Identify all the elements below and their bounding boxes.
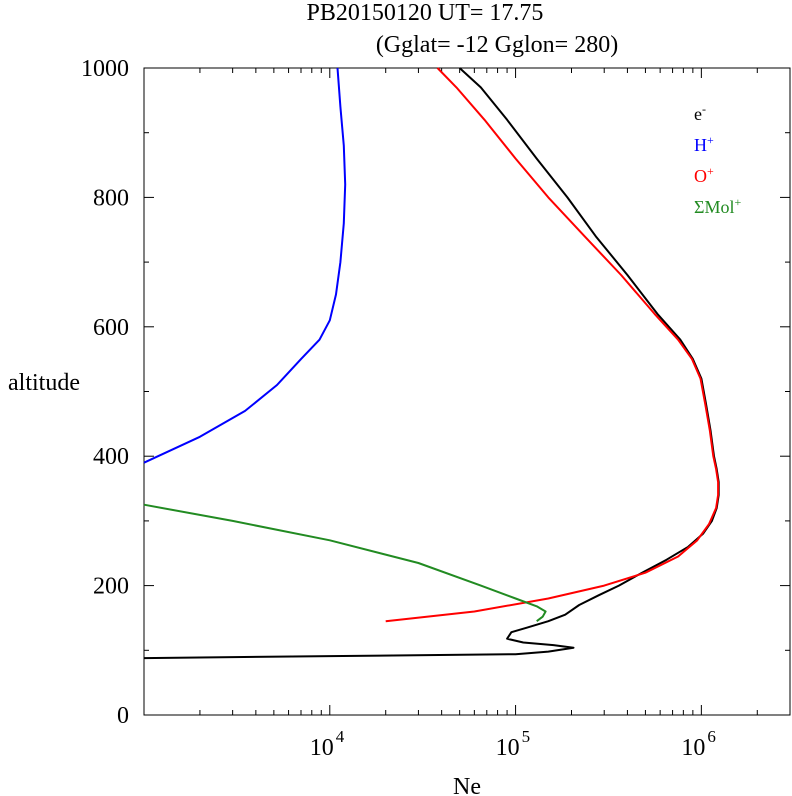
axis-ticks (144, 68, 790, 715)
series-line-mol (143, 503, 547, 622)
legend-entry-h: H+ (694, 133, 714, 155)
x-tick-label: 10 (310, 735, 334, 761)
y-tick-label: 0 (117, 703, 129, 729)
series-lines (143, 67, 720, 660)
series-line-h (143, 67, 347, 464)
series-line-e (143, 67, 720, 660)
y-tick-label: 400 (93, 444, 129, 470)
y-tick-labels: 0 200 400 600 800 1000 (81, 56, 129, 729)
x-axis-label: Ne (453, 774, 481, 796)
legend-entry-mol: ΣMol+ (694, 195, 741, 217)
chart-subtitle: (Gglat= -12 Gglon= 280) (376, 32, 618, 58)
legend-entry-o: O+ (694, 164, 714, 186)
y-tick-label: 600 (93, 315, 129, 341)
x-tick-labels: 10 4 10 5 10 6 (310, 727, 716, 761)
y-tick-label: 200 (93, 574, 129, 600)
legend: e- H+ O+ ΣMol+ (694, 102, 741, 217)
x-tick-exponent: 4 (336, 727, 345, 746)
x-tick-exponent: 6 (707, 727, 716, 746)
series-line-o (385, 67, 720, 623)
chart-title: PB20150120 UT= 17.75 (307, 0, 544, 26)
x-tick-exponent: 5 (522, 727, 531, 746)
x-tick-label: 10 (496, 735, 520, 761)
x-tick-label: 10 (681, 735, 705, 761)
y-tick-label: 800 (93, 185, 129, 211)
y-tick-label: 1000 (81, 56, 129, 82)
legend-entry-e: e- (694, 102, 706, 124)
y-axis-label: altitude (8, 370, 80, 396)
